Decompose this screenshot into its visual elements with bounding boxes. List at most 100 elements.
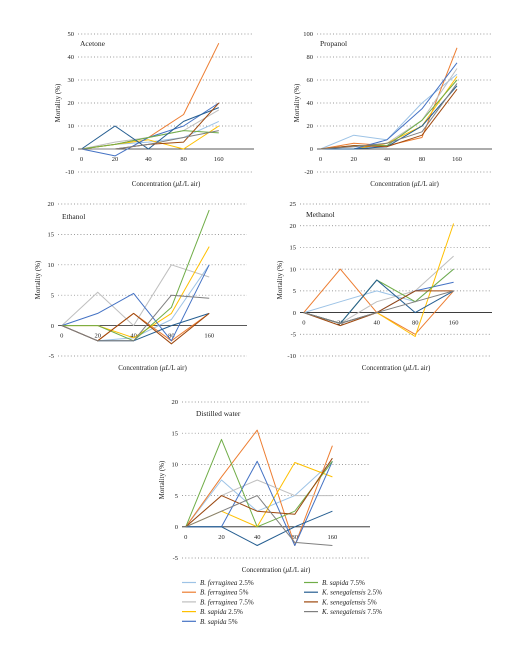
legend-name: B. sapida [200,608,227,616]
y-tick-label: 5 [175,493,178,500]
legend-item-ks5: K. senegalensis 5% [304,598,377,606]
x-tick-label: 160 [328,534,338,541]
y-tick-label: 5 [293,288,296,295]
x-axis-label-pre: Concentration ( [132,180,176,188]
y-tick-label: -5 [49,353,54,360]
y-tick-label: 0 [293,310,296,317]
y-tick-label: 80 [307,54,314,61]
series-line-ks75 [61,294,210,342]
x-tick-label: 40 [384,156,391,163]
series-line-ks75 [303,290,454,324]
legend-label: B. ferruginea 7.5% [200,598,254,606]
legend-dose: 7.5% [366,608,383,616]
legend-name: B. ferruginea [200,589,238,597]
x-axis-label: Concentration (μL/L air) [132,180,201,188]
panel-title: Distilled water [196,409,241,418]
x-axis-label: Concentration (μL/L air) [118,364,187,372]
x-axis-label: Concentration (μL/L air) [370,180,439,188]
y-tick-label: 10 [68,123,75,130]
x-axis-label-post: /L air) [413,364,431,372]
legend-dose: 7.5% [348,579,365,587]
y-tick-label: -10 [287,353,296,360]
series-line-bs5 [61,264,210,342]
y-tick-label: 40 [307,100,314,107]
x-axis-label-post: /L air) [293,566,311,574]
y-tick-label: 10 [48,262,55,269]
y-tick-label: 60 [307,77,314,84]
x-tick-label: 80 [180,156,187,163]
panel-acetone: -10 0 10 20 30 40 50 0 20 40 80 160 Acetone Mortality… [54,31,254,188]
x-axis-label-unit: μL [285,566,293,574]
series-line-bs25 [61,246,210,339]
panel-title: Acetone [80,39,106,48]
x-axis-label-post: /L air) [421,180,439,188]
y-axis-label: Mortality (%) [54,83,62,122]
x-axis-label-unit: μL [162,364,170,372]
legend-label: B. sapida 7.5% [322,579,365,587]
panel-title: Methanol [306,210,335,219]
y-tick-label: 0 [175,524,178,531]
y-tick-label: 0 [310,146,313,153]
legend-dose: 5% [366,598,377,606]
x-tick-label: 0 [184,534,187,541]
x-tick-label: 20 [351,156,358,163]
x-tick-label: 40 [254,534,261,541]
legend-dose: 2.5% [366,589,383,597]
legend-label: B. sapida 2.5% [200,608,243,616]
y-tick-label: 50 [68,31,75,38]
x-axis-label-pre: Concentration ( [362,364,406,372]
y-tick-label: 10 [290,266,297,273]
y-tick-label: 5 [51,292,54,299]
legend-label: B. ferruginea 5% [200,589,249,597]
y-tick-label: 15 [290,245,297,252]
x-tick-label: 0 [302,320,305,327]
y-tick-label: 40 [68,54,75,61]
legend-label: K. senegalensis 5% [321,598,377,606]
panel-distilled-water: -5 0 5 10 15 20 0 20 40 80 160 Distilled water Morta… [158,399,370,574]
legend-label: K. senegalensis 2.5% [321,589,382,597]
x-tick-label: 0 [80,156,83,163]
x-tick-label: 160 [452,156,462,163]
y-tick-label: 25 [290,201,297,208]
x-tick-label: 40 [130,333,137,340]
x-axis-label: Concentration (μL/L air) [362,364,431,372]
y-tick-label: 20 [307,123,314,130]
x-tick-label: 20 [218,534,225,541]
legend-name: K. senegalensis [321,589,366,597]
legend-dose: 2.5% [226,608,243,616]
y-tick-label: -20 [304,169,313,176]
x-tick-label: 0 [319,156,322,163]
legend-dose: 2.5% [237,579,254,587]
x-tick-label: 80 [419,156,426,163]
series-line-ks75 [185,495,333,546]
x-tick-label: 80 [292,534,299,541]
x-axis-label-pre: Concentration ( [370,180,414,188]
legend-item-bf75: B. ferruginea 7.5% [182,598,254,606]
legend-item-bf25: B. ferruginea 2.5% [182,579,254,587]
legend-dose: 5% [226,618,237,626]
legend-item-bs5: B. sapida 5% [182,618,238,626]
series-line-bs75 [81,130,219,150]
x-axis-label-unit: μL [405,364,413,372]
legend: B. ferruginea 2.5%B. ferruginea 5%B. fer… [182,579,382,626]
series-line-bf75 [61,264,210,327]
legend-name: B. ferruginea [200,598,238,606]
x-tick-label: 160 [204,333,214,340]
y-axis-label: Mortality (%) [34,260,42,299]
x-axis-label-pre: Concentration ( [242,566,286,574]
legend-label: B. sapida 5% [200,618,238,626]
y-tick-label: 30 [68,77,75,84]
series-line-bs75 [185,438,333,528]
panel-propanol: -20 0 20 40 60 80 100 0 20 40 80 160 Propanol Mortali… [293,31,492,188]
legend-label: K. senegalensis 7.5% [321,608,382,616]
x-axis-label-pre: Concentration ( [118,364,162,372]
x-tick-label: 80 [412,320,419,327]
legend-name: K. senegalensis [321,608,366,616]
y-tick-label: 10 [172,462,179,469]
legend-item-ks25: K. senegalensis 2.5% [304,589,382,597]
y-tick-label: -5 [173,555,178,562]
legend-item-bs25: B. sapida 2.5% [182,608,243,616]
x-tick-label: 20 [94,333,101,340]
